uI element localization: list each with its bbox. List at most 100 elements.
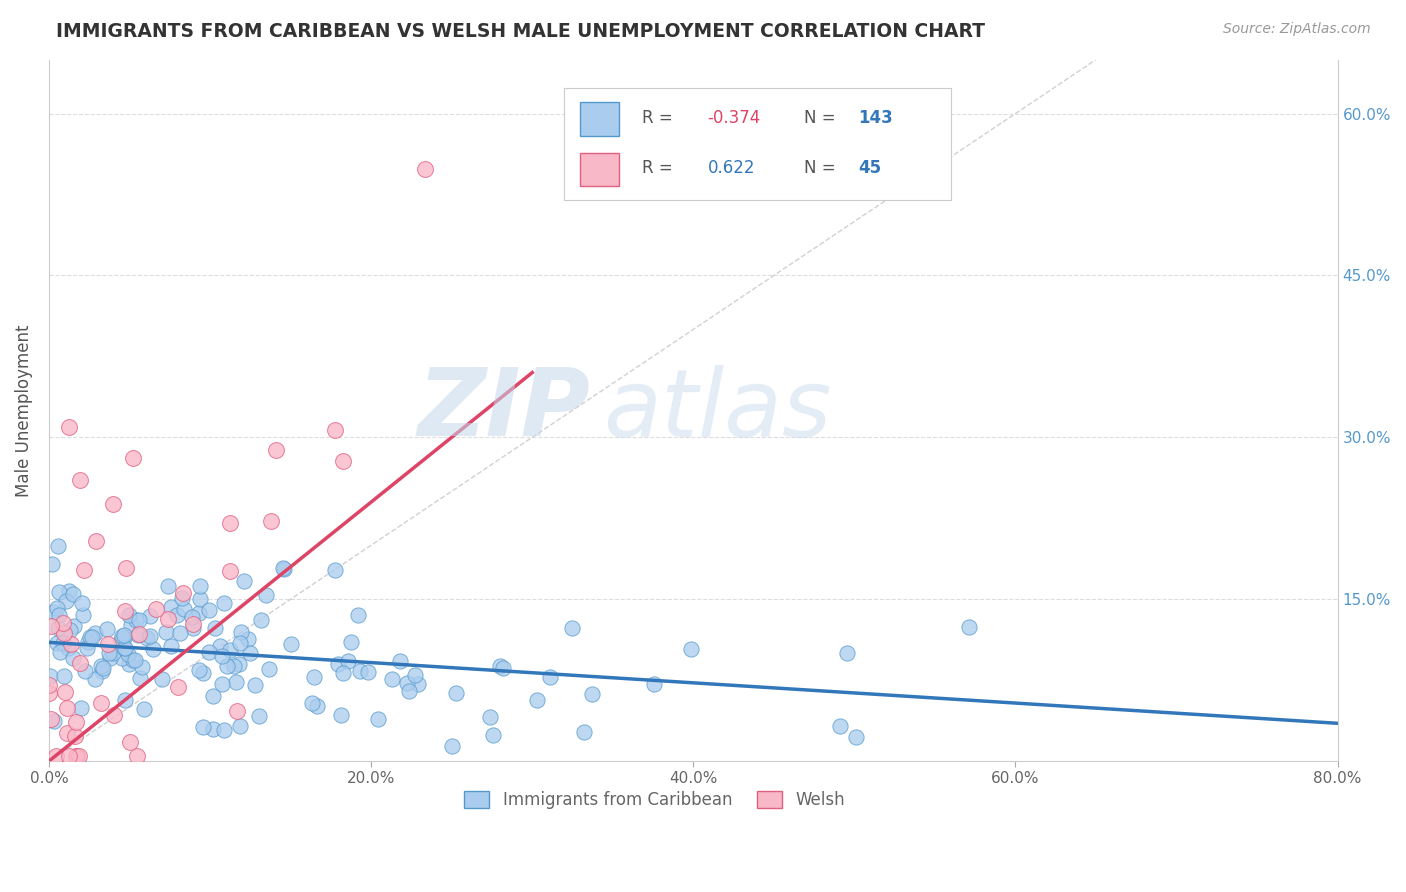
Point	[112, 632, 135, 646]
Point	[90, 696, 112, 710]
Point	[42, 606, 65, 620]
Point	[128, 671, 150, 685]
Point	[46, 539, 69, 553]
Point	[219, 564, 242, 578]
Point	[188, 606, 211, 620]
Point	[408, 677, 430, 691]
Point	[328, 657, 350, 672]
Point	[218, 643, 240, 657]
Point	[75, 664, 97, 678]
Point	[118, 607, 141, 622]
Point	[845, 731, 868, 745]
Point	[120, 618, 142, 632]
Point	[46, 621, 69, 635]
Point	[581, 688, 603, 702]
Point	[188, 592, 211, 607]
Point	[58, 584, 80, 599]
Point	[65, 714, 87, 729]
Point	[183, 621, 205, 635]
Point	[120, 735, 142, 749]
Y-axis label: Male Unemployment: Male Unemployment	[15, 324, 32, 497]
Point	[114, 560, 136, 574]
Point	[166, 680, 188, 694]
Point	[169, 625, 191, 640]
Point	[172, 585, 194, 599]
Point	[45, 600, 67, 615]
Point	[114, 693, 136, 707]
Point	[193, 666, 215, 681]
Point	[478, 710, 501, 724]
Point	[228, 657, 250, 672]
Point	[76, 635, 98, 649]
Point	[111, 651, 134, 665]
Point	[264, 442, 287, 457]
Point	[212, 723, 235, 738]
Point	[301, 696, 323, 710]
Point	[58, 748, 80, 763]
Point	[110, 629, 132, 643]
Point	[159, 640, 181, 654]
Point	[388, 654, 411, 668]
Point	[561, 621, 583, 635]
Point	[212, 596, 235, 610]
Point	[239, 646, 262, 660]
Point	[444, 686, 467, 700]
Point	[58, 420, 80, 434]
Point	[98, 651, 121, 665]
Point	[97, 646, 120, 660]
Point	[101, 497, 124, 511]
Point	[150, 673, 173, 687]
Point	[121, 450, 143, 465]
Point	[97, 637, 120, 651]
Point	[337, 654, 360, 668]
Point	[72, 608, 94, 623]
Point	[211, 677, 233, 691]
Point	[211, 648, 233, 663]
Point	[157, 579, 180, 593]
Point	[404, 668, 426, 682]
Point	[280, 637, 302, 651]
Point	[49, 645, 72, 659]
Point	[122, 653, 145, 667]
Point	[260, 514, 283, 528]
Point	[225, 674, 247, 689]
Point	[138, 629, 160, 643]
Point	[134, 702, 156, 716]
Point	[225, 704, 247, 718]
Point	[135, 631, 157, 645]
Point	[125, 748, 148, 763]
Point	[198, 603, 221, 617]
Point	[125, 613, 148, 627]
Point	[56, 701, 79, 715]
Text: ZIP: ZIP	[418, 364, 591, 457]
Point	[84, 672, 107, 686]
Point	[63, 729, 86, 743]
Point	[229, 635, 252, 649]
Point	[60, 637, 83, 651]
Point	[128, 627, 150, 641]
Point	[72, 596, 94, 610]
Point	[236, 632, 259, 647]
Point	[572, 725, 595, 739]
Point	[208, 639, 231, 653]
Point	[62, 587, 84, 601]
Point	[91, 661, 114, 675]
Point	[112, 627, 135, 641]
Point	[44, 714, 66, 728]
Point	[124, 653, 146, 667]
Point	[53, 685, 76, 699]
Point	[53, 626, 76, 640]
Point	[492, 661, 515, 675]
Point	[188, 663, 211, 677]
Point	[339, 634, 361, 648]
Point	[118, 657, 141, 672]
Point	[101, 646, 124, 660]
Point	[142, 642, 165, 657]
Point	[398, 683, 420, 698]
Point	[69, 473, 91, 487]
Point	[273, 562, 295, 576]
Point	[45, 748, 67, 763]
Point	[828, 718, 851, 732]
Point	[201, 722, 224, 736]
Point	[347, 608, 370, 623]
